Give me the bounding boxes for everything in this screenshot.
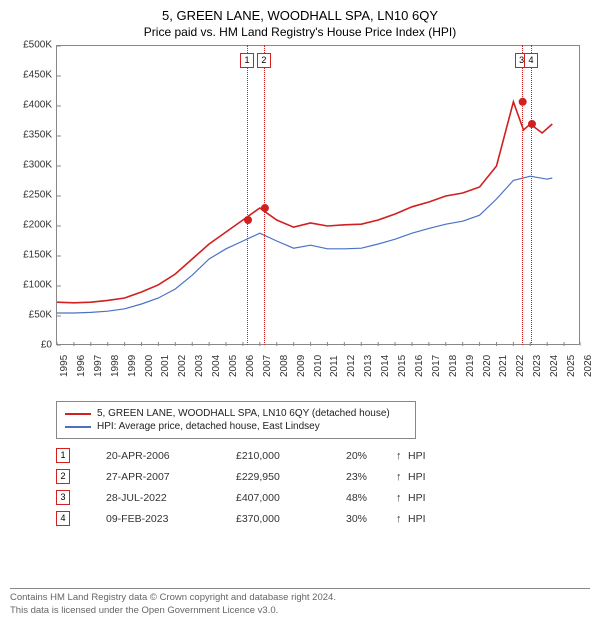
x-axis-label: 2016 bbox=[414, 355, 425, 377]
x-axis-label: 2005 bbox=[228, 355, 239, 377]
x-axis-label: 2001 bbox=[160, 355, 171, 377]
footer-line: This data is licensed under the Open Gov… bbox=[10, 605, 590, 617]
x-axis-label: 1995 bbox=[59, 355, 70, 377]
x-axis-label: 2015 bbox=[397, 355, 408, 377]
sales-row: 1 20-APR-2006 £210,000 20% ↑ HPI bbox=[56, 445, 590, 466]
sale-pct: 48% bbox=[346, 492, 396, 504]
sales-row: 3 28-JUL-2022 £407,000 48% ↑ HPI bbox=[56, 487, 590, 508]
x-axis-label: 2010 bbox=[313, 355, 324, 377]
sale-marker-box: 3 bbox=[56, 490, 70, 505]
legend-label: HPI: Average price, detached house, East… bbox=[97, 421, 320, 432]
footer: Contains HM Land Registry data © Crown c… bbox=[10, 588, 590, 617]
x-axis-label: 2007 bbox=[262, 355, 273, 377]
x-axis-label: 1998 bbox=[110, 355, 121, 377]
plot-svg bbox=[57, 46, 581, 346]
x-axis-label: 2020 bbox=[482, 355, 493, 377]
footer-line: Contains HM Land Registry data © Crown c… bbox=[10, 592, 590, 604]
y-axis-label: £350K bbox=[10, 130, 52, 141]
sale-vline bbox=[247, 45, 248, 345]
chart-area: £0 £50K £100K £150K £200K £250K £300K £350K £400… bbox=[10, 45, 590, 395]
x-axis-label: 2002 bbox=[177, 355, 188, 377]
chart-title: 5, GREEN LANE, WOODHALL SPA, LN10 6QY bbox=[10, 8, 590, 23]
y-axis-label: £450K bbox=[10, 70, 52, 81]
x-axis-label: 2000 bbox=[144, 355, 155, 377]
x-axis-label: 2023 bbox=[532, 355, 543, 377]
x-axis-label: 2024 bbox=[549, 355, 560, 377]
y-axis-label: £250K bbox=[10, 190, 52, 201]
sales-row: 4 09-FEB-2023 £370,000 30% ↑ HPI bbox=[56, 508, 590, 529]
sale-marker-box: 4 bbox=[524, 53, 538, 68]
chart-container: 5, GREEN LANE, WOODHALL SPA, LN10 6QY Pr… bbox=[0, 0, 600, 620]
y-axis-label: £0 bbox=[10, 340, 52, 351]
sale-pct: 30% bbox=[346, 513, 396, 525]
legend-swatch bbox=[65, 413, 91, 415]
x-axis-label: 2026 bbox=[583, 355, 594, 377]
x-axis-label: 2003 bbox=[194, 355, 205, 377]
sale-hpi-label: HPI bbox=[408, 492, 438, 504]
sale-hpi-label: HPI bbox=[408, 450, 438, 462]
y-axis-label: £300K bbox=[10, 160, 52, 171]
sale-hpi-label: HPI bbox=[408, 513, 438, 525]
sale-date: 20-APR-2006 bbox=[106, 450, 236, 462]
x-axis-label: 2022 bbox=[515, 355, 526, 377]
sale-date: 27-APR-2007 bbox=[106, 471, 236, 483]
legend-row: HPI: Average price, detached house, East… bbox=[65, 420, 407, 433]
x-axis-label: 1999 bbox=[127, 355, 138, 377]
sales-table: 1 20-APR-2006 £210,000 20% ↑ HPI 2 27-AP… bbox=[56, 445, 590, 529]
sale-marker-box: 4 bbox=[56, 511, 70, 526]
legend: 5, GREEN LANE, WOODHALL SPA, LN10 6QY (d… bbox=[56, 401, 416, 439]
sale-vline bbox=[522, 45, 523, 345]
x-axis-label: 2025 bbox=[566, 355, 577, 377]
sale-price: £229,950 bbox=[236, 471, 346, 483]
y-axis-label: £400K bbox=[10, 100, 52, 111]
sale-vline bbox=[531, 45, 532, 345]
x-axis-label: 2021 bbox=[498, 355, 509, 377]
sale-marker-box: 2 bbox=[56, 469, 70, 484]
arrow-up-icon: ↑ bbox=[396, 492, 408, 504]
legend-swatch bbox=[65, 426, 91, 428]
y-axis-label: £150K bbox=[10, 250, 52, 261]
x-axis-label: 2019 bbox=[465, 355, 476, 377]
chart-subtitle: Price paid vs. HM Land Registry's House … bbox=[10, 25, 590, 39]
x-axis-label: 2012 bbox=[346, 355, 357, 377]
y-axis-label: £200K bbox=[10, 220, 52, 231]
x-axis-label: 2011 bbox=[329, 355, 340, 377]
arrow-up-icon: ↑ bbox=[396, 513, 408, 525]
sale-vline bbox=[264, 45, 265, 345]
legend-label: 5, GREEN LANE, WOODHALL SPA, LN10 6QY (d… bbox=[97, 408, 390, 419]
sale-pct: 20% bbox=[346, 450, 396, 462]
x-axis-label: 1996 bbox=[76, 355, 87, 377]
x-axis-label: 2008 bbox=[279, 355, 290, 377]
x-axis-label: 2006 bbox=[245, 355, 256, 377]
x-axis-label: 2017 bbox=[431, 355, 442, 377]
sale-price: £370,000 bbox=[236, 513, 346, 525]
x-axis-label: 1997 bbox=[93, 355, 104, 377]
sale-date: 09-FEB-2023 bbox=[106, 513, 236, 525]
x-axis-label: 2014 bbox=[380, 355, 391, 377]
arrow-up-icon: ↑ bbox=[396, 471, 408, 483]
sale-marker-box: 1 bbox=[56, 448, 70, 463]
x-axis-label: 2009 bbox=[296, 355, 307, 377]
y-axis-label: £100K bbox=[10, 280, 52, 291]
sale-marker-box: 1 bbox=[240, 53, 254, 68]
y-axis-label: £500K bbox=[10, 40, 52, 51]
arrow-up-icon: ↑ bbox=[396, 450, 408, 462]
x-axis-label: 2018 bbox=[448, 355, 459, 377]
legend-row: 5, GREEN LANE, WOODHALL SPA, LN10 6QY (d… bbox=[65, 407, 407, 420]
sales-row: 2 27-APR-2007 £229,950 23% ↑ HPI bbox=[56, 466, 590, 487]
plot-box bbox=[56, 45, 580, 345]
sale-pct: 23% bbox=[346, 471, 396, 483]
sale-price: £210,000 bbox=[236, 450, 346, 462]
x-axis-label: 2004 bbox=[211, 355, 222, 377]
sale-price: £407,000 bbox=[236, 492, 346, 504]
sale-hpi-label: HPI bbox=[408, 471, 438, 483]
y-axis-label: £50K bbox=[10, 310, 52, 321]
x-axis-label: 2013 bbox=[363, 355, 374, 377]
sale-date: 28-JUL-2022 bbox=[106, 492, 236, 504]
sale-marker-box: 2 bbox=[257, 53, 271, 68]
